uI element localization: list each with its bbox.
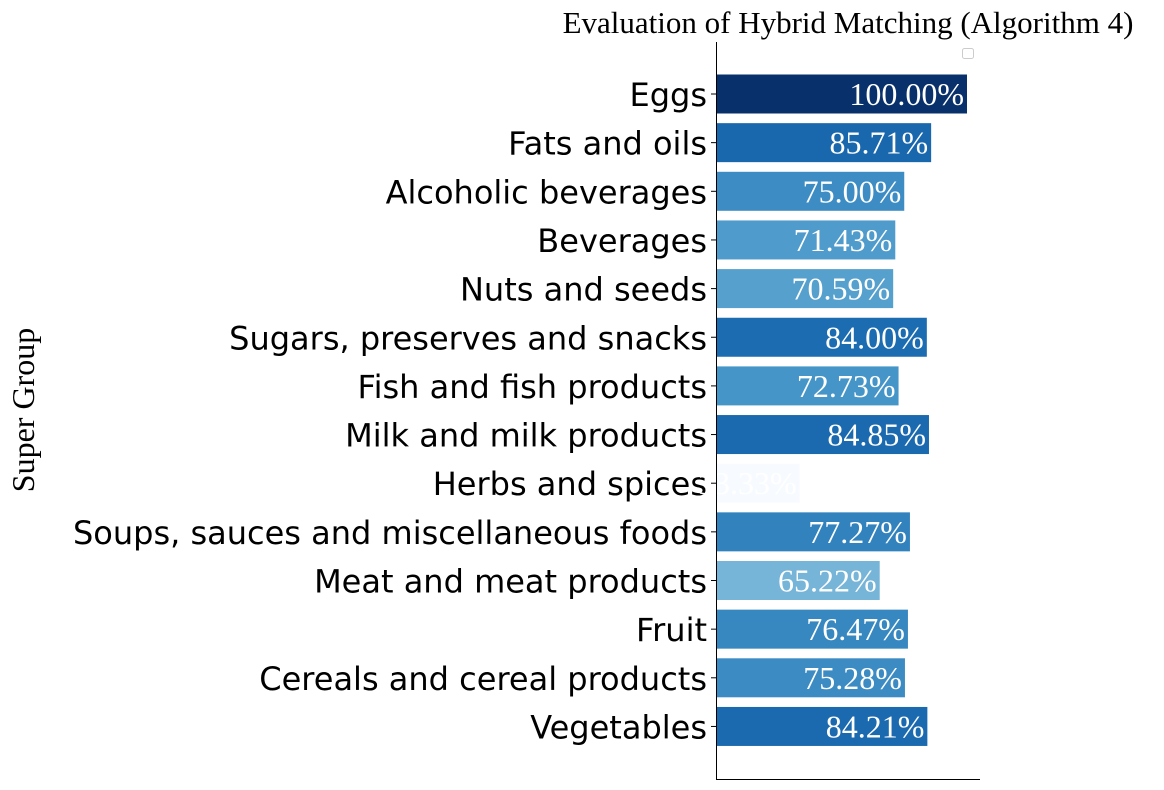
data-label-0: 100.00%: [849, 76, 964, 112]
bar-8: [716, 463, 800, 503]
data-label-8: 33.33%: [698, 465, 797, 501]
y-tick-label-1: Fats and oils: [508, 125, 707, 163]
data-label-2: 75.00%: [803, 173, 902, 209]
bar-6: [716, 366, 899, 406]
data-label-3: 71.43%: [794, 222, 893, 258]
plot-area: Eggs 100.00% Fats and oils 85.71% Alcoholic …: [73, 74, 967, 746]
data-label-13: 84.21%: [826, 708, 925, 744]
y-tick-label-12: Cereals and cereal products: [259, 660, 707, 698]
bar-4: [716, 269, 894, 309]
bar-3: [716, 220, 896, 260]
bar-13: [716, 706, 928, 746]
y-tick-label-7: Milk and milk products: [345, 417, 707, 455]
y-tick-label-0: Eggs: [629, 76, 707, 114]
y-tick-label-11: Fruit: [636, 611, 707, 649]
data-label-12: 75.28%: [803, 660, 902, 696]
bar-12: [716, 658, 905, 698]
bar-11: [716, 609, 908, 649]
y-tick-label-6: Fish and fish products: [358, 368, 708, 406]
data-label-11: 76.47%: [806, 611, 905, 647]
y-axis-title: Super Group: [5, 328, 41, 492]
data-label-10: 65.22%: [778, 563, 877, 599]
y-tick-label-8: Herbs and spices: [433, 465, 707, 503]
data-label-6: 72.73%: [797, 368, 896, 404]
y-tick-label-2: Alcoholic beverages: [386, 173, 707, 211]
bar-0: [716, 74, 967, 114]
data-label-1: 85.71%: [829, 125, 928, 161]
y-tick-label-10: Meat and meat products: [314, 563, 707, 601]
chart-title: Evaluation of Hybrid Matching (Algorithm…: [563, 5, 1134, 40]
bar-2: [716, 171, 905, 211]
legend-box: [962, 48, 974, 59]
y-tick-label-9: Soups, sauces and miscellaneous foods: [73, 514, 707, 552]
y-tick-label-5: Sugars, preserves and snacks: [229, 319, 707, 357]
bar-1: [716, 123, 932, 163]
bar-10: [716, 561, 880, 600]
data-label-5: 84.00%: [825, 319, 924, 355]
y-tick-label-4: Nuts and seeds: [460, 271, 707, 309]
y-tick-label-3: Beverages: [537, 222, 707, 260]
bar-5: [716, 317, 927, 357]
data-label-9: 77.27%: [808, 514, 907, 550]
data-label-7: 84.85%: [827, 417, 926, 453]
data-label-4: 70.59%: [792, 271, 891, 307]
bar-9: [716, 512, 910, 552]
bar-7: [716, 415, 929, 455]
y-tick-label-13: Vegetables: [530, 708, 707, 746]
